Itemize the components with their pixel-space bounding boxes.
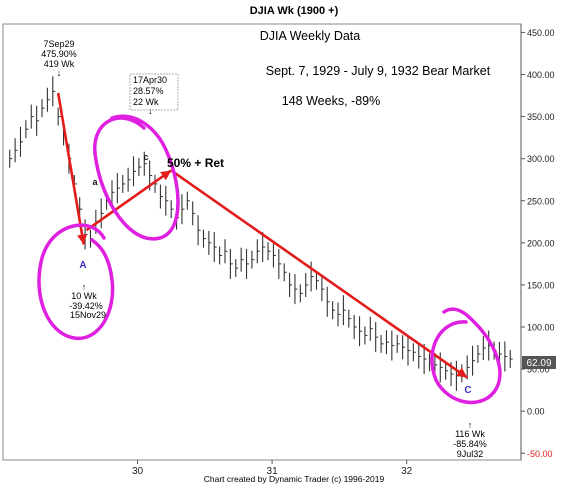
callout-nov29-weeks: 10 Wk xyxy=(71,291,97,301)
callout-jul32: ↑ 116 Wk -85.84% 9Jul32 xyxy=(453,420,487,459)
wave-label-C: C xyxy=(464,385,471,396)
callout-apr30-arrow: ↓ xyxy=(148,106,153,116)
trend-arrow-head xyxy=(160,170,172,181)
y-tick-label: -50.00 xyxy=(527,449,553,459)
callout-apr30-pct: 28.57% xyxy=(133,86,164,96)
callout-top: 7Sep29 475.90% 419 Wk ↓ xyxy=(41,39,77,78)
wave-label-a: a xyxy=(92,177,98,187)
callout-nov29-date: 15Nov29 xyxy=(70,310,106,320)
circle-a-low xyxy=(37,223,115,340)
callout-jul32-pct: -85.84% xyxy=(453,439,487,449)
trend-arrow-head xyxy=(456,367,468,378)
callout-apr30-date: 17Apr30 xyxy=(133,75,167,85)
callout-jul32-date: 9Jul32 xyxy=(457,449,484,459)
x-tick-label: 30 xyxy=(132,466,144,477)
callout-top-arrow: ↓ xyxy=(57,68,62,78)
trend-arrow-line xyxy=(170,169,468,379)
subtitle-line-2: Sept. 7, 1929 - July 9, 1932 Bear Market xyxy=(266,64,491,78)
trend-arrow-line xyxy=(85,169,172,232)
chart-credit: Chart created by Dynamic Trader (c) 1996… xyxy=(204,474,385,484)
callout-apr30-weeks: 22 Wk xyxy=(133,97,159,107)
wave-label-A: A xyxy=(79,260,86,271)
trend-arrow-line xyxy=(56,92,86,245)
highlight-circles xyxy=(37,114,502,405)
y-axis-ticks: 450.00 400.00 350.00 300.00 250.00 200.00 150.… xyxy=(521,28,555,459)
y-tick-label: 50.00 xyxy=(527,365,550,375)
callout-nov29: ↑ 10 Wk -39.42% 15Nov29 xyxy=(69,282,106,320)
wave-label-c: c xyxy=(143,152,148,162)
y-tick-label: 200.00 xyxy=(527,238,555,248)
circle-c-high xyxy=(93,114,180,241)
last-value-box xyxy=(522,356,556,369)
y-tick-label: 250.00 xyxy=(527,196,555,206)
retracement-note: 50% + Ret xyxy=(167,156,224,170)
circle-c-low xyxy=(430,307,502,405)
callout-apr30-box xyxy=(129,73,179,111)
subtitle-line-3: 148 Weeks, -89% xyxy=(282,94,380,108)
y-tick-label: 300.00 xyxy=(527,154,555,164)
x-tick-label: 32 xyxy=(401,466,413,477)
plot-frame xyxy=(2,23,522,461)
callout-top-date: 7Sep29 xyxy=(43,39,74,49)
x-axis-ticks: 30 31 32 xyxy=(132,460,413,477)
callout-apr30: 17Apr30 28.57% 22 Wk ↓ xyxy=(129,73,179,116)
y-tick-label: 400.00 xyxy=(527,70,555,80)
callout-top-pct: 475.90% xyxy=(41,49,77,59)
callout-top-weeks: 419 Wk xyxy=(44,59,75,69)
y-tick-label: 450.00 xyxy=(527,28,555,38)
chart-title: DJIA Wk (1900 +) xyxy=(250,5,339,17)
x-tick-label: 31 xyxy=(267,466,279,477)
trend-arrows xyxy=(56,92,468,379)
y-tick-label: 350.00 xyxy=(527,112,555,122)
callout-nov29-arrow: ↑ xyxy=(82,282,87,292)
subtitle-line-1: DJIA Weekly Data xyxy=(260,29,361,43)
callout-jul32-weeks: 116 Wk xyxy=(455,429,485,439)
callout-nov29-pct: -39.42% xyxy=(69,301,103,311)
y-tick-label: 150.00 xyxy=(527,280,555,290)
last-value-label: 62.09 xyxy=(526,358,551,369)
trend-arrow-head xyxy=(77,233,87,245)
callout-jul32-arrow: ↑ xyxy=(468,420,473,430)
y-tick-label: 100.00 xyxy=(527,323,555,333)
y-tick-label: 0.00 xyxy=(527,407,545,417)
